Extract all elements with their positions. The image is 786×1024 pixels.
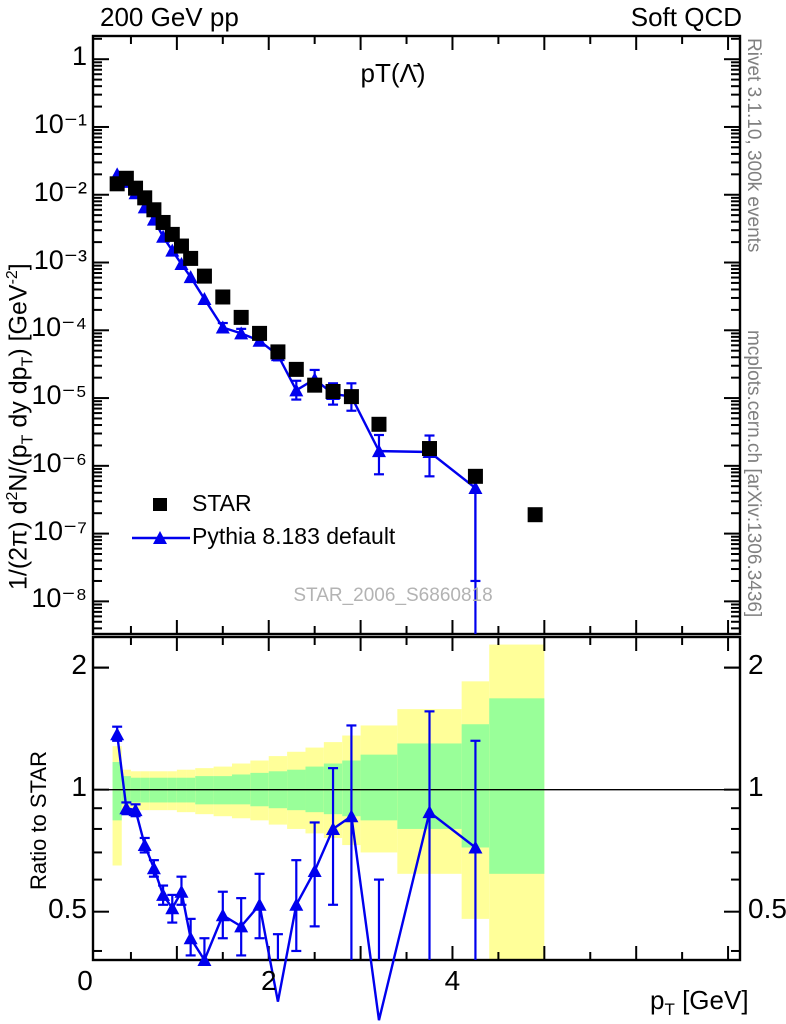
legend-label-star: STAR <box>192 490 252 516</box>
watermark: STAR_2006_S6860818 <box>293 585 493 606</box>
mc-marker-triangle <box>183 270 198 284</box>
data-marker-square <box>215 289 231 305</box>
ratio-marker-triangle <box>252 897 267 911</box>
data-marker-square <box>146 202 162 218</box>
x-ticklabel: 2 <box>260 965 277 996</box>
ratio-y-ticklabel: 0.5 <box>48 892 87 924</box>
data-marker-square <box>252 325 268 341</box>
ratio-panel-frame <box>91 635 742 962</box>
plot-title: pT(Λ̄) <box>0 58 786 89</box>
ratio-marker-triangle <box>174 884 189 898</box>
data-marker-square <box>183 250 199 266</box>
main-y-ticklabel: 10⁻⁷ <box>32 515 87 546</box>
mc-series-ratio <box>110 710 483 1021</box>
ratio-marker-triangle <box>137 838 152 852</box>
main-panel-frame <box>91 34 742 636</box>
data-marker-square <box>270 344 286 360</box>
data-marker-square <box>421 441 437 457</box>
legend-label-pythia: Pythia 8.183 default <box>192 523 396 549</box>
ratio-marker-triangle <box>234 919 249 933</box>
data-marker-square <box>155 214 171 230</box>
ratio-marker-triangle <box>326 821 341 835</box>
ratio-y-ticklabel: 2 <box>71 648 87 680</box>
mc-marker-triangle <box>197 291 212 305</box>
ratio-y-ticklabel: 1 <box>71 770 87 802</box>
data-marker-square <box>288 361 304 377</box>
ratio-marker-triangle <box>289 897 304 911</box>
header-right: Soft QCD <box>630 2 742 32</box>
square-marker-icon <box>153 497 167 511</box>
data-marker-square <box>233 309 249 325</box>
ratio-y-ticklabel-right: 1 <box>748 770 764 802</box>
legend-item-pythia[interactable]: Pythia 8.183 default <box>130 520 395 553</box>
x-ticklabel: 0 <box>77 965 93 996</box>
xlabel-sub: T <box>664 1000 675 1020</box>
data-series-main <box>109 170 543 523</box>
mc-line <box>116 173 477 489</box>
x-axis-label: pT [GeV] <box>650 985 749 1020</box>
ratio-marker-triangle <box>156 887 171 901</box>
mc-marker-triangle <box>215 320 230 334</box>
data-marker-square <box>343 389 359 405</box>
data-marker-square <box>196 268 212 284</box>
triangle-marker-icon <box>132 530 190 544</box>
ratio-marker-triangle <box>128 803 143 817</box>
ratio-marker-triangle <box>422 805 437 819</box>
data-marker-square <box>164 226 180 242</box>
data-marker-square <box>527 507 543 523</box>
ratio-marker-triangle <box>344 809 359 823</box>
ratio-marker-triangle <box>146 861 161 875</box>
mc-marker-triangle <box>289 383 304 397</box>
ratio-y-ticklabel-right: 2 <box>748 648 764 680</box>
mc-marker-triangle <box>174 257 189 271</box>
mc-marker-triangle <box>371 444 386 458</box>
ratio-marker-triangle <box>215 908 230 922</box>
main-y-ticklabel: 10⁻⁵ <box>31 380 87 411</box>
band-inner-segment <box>489 698 545 874</box>
ratio-marker-triangle <box>468 840 483 854</box>
plot-title-text: pT(Λ̄) <box>360 58 426 88</box>
main-y-ticklabel: 10⁻³ <box>33 244 87 275</box>
ratio-marker-triangle <box>183 931 198 945</box>
x-ticklabel: 4 <box>444 965 461 996</box>
header-left: 200 GeV pp <box>100 2 239 32</box>
ratio-marker-triangle <box>307 863 322 877</box>
data-marker-square <box>325 383 341 399</box>
xlabel-main: p <box>650 985 665 1015</box>
main-y-ticklabel: 10⁻¹ <box>33 108 87 139</box>
ratio-y-ticklabel-right: 0.5 <box>748 892 786 924</box>
data-marker-square <box>371 416 387 432</box>
mc-marker-triangle <box>468 481 483 495</box>
legend-marker-square <box>130 496 192 512</box>
legend-marker-triangle <box>130 528 192 546</box>
main-y-ticklabel: 10⁻⁸ <box>31 583 87 614</box>
xlabel-unit: [GeV] <box>674 985 749 1015</box>
band-inner-segment <box>360 754 398 821</box>
ratio-marker-triangle <box>110 727 125 741</box>
data-marker-square <box>137 190 153 206</box>
ratio-marker-triangle <box>197 953 212 966</box>
main-y-ticklabel: 1 <box>71 41 87 72</box>
main-y-ticklabel: 10⁻⁴ <box>31 312 87 343</box>
data-marker-square <box>173 238 189 254</box>
ratio-marker-triangle <box>165 901 180 915</box>
data-marker-square <box>307 377 323 393</box>
main-y-ticklabel: 10⁻² <box>33 176 87 207</box>
legend: STAR Pythia 8.183 default <box>130 487 395 553</box>
legend-item-star[interactable]: STAR <box>130 487 395 520</box>
band-inner-segment <box>112 762 122 821</box>
mc-marker-triangle <box>234 326 249 340</box>
main-y-ticklabel: 10⁻⁶ <box>31 447 87 478</box>
data-marker-square <box>467 468 483 484</box>
ratio-marker-triangle <box>119 801 134 815</box>
axis-ticks <box>93 36 740 960</box>
